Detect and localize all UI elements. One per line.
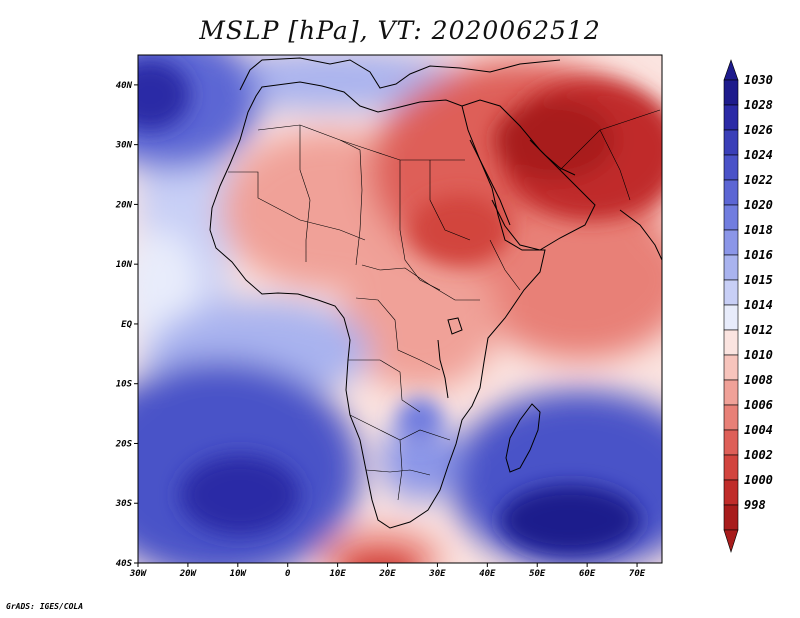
- colorbar-label: 1020: [744, 198, 773, 212]
- axis-ticks: [134, 84, 638, 567]
- colorbar-label: 1012: [744, 323, 773, 337]
- colorbar-label: 1030: [744, 73, 773, 87]
- colorbar-label: 1006: [744, 398, 773, 412]
- lon-label: 20E: [378, 569, 396, 579]
- colorbar-swatch: [723, 229, 739, 256]
- grads-credit: GrADS: IGES/COLA: [6, 602, 84, 611]
- colorbar-swatch: [723, 379, 739, 406]
- colorbar-swatch: [723, 254, 739, 281]
- lat-label: 30S: [115, 499, 133, 509]
- lon-label: 10E: [329, 569, 346, 579]
- colorbar-label: 1022: [744, 173, 773, 187]
- colorbar-swatch: [723, 454, 739, 481]
- colorbar-label: 1018: [744, 223, 773, 237]
- lon-label: 0: [285, 569, 291, 579]
- colorbar-swatch: [723, 429, 739, 456]
- arabia-coastline: [461, 99, 596, 251]
- colorbar-swatch: [723, 104, 739, 131]
- colorbar-swatch: [723, 179, 739, 206]
- colorbar-swatch: [723, 129, 739, 156]
- colorbar-labels: 1030 1028 1026 1024 1022 1020 1018 1016 1015 1014…: [744, 73, 773, 512]
- colorbar-label: 1026: [744, 123, 773, 137]
- lat-label: 10N: [116, 260, 133, 270]
- map-title: MSLP [hPa], VT: 2020062512: [199, 16, 601, 45]
- lon-label: 30W: [129, 569, 148, 579]
- africa-coastline: [209, 81, 546, 529]
- colorbar-swatch: [723, 504, 739, 531]
- country-borders: [228, 109, 661, 501]
- colorbar-swatch: [723, 354, 739, 381]
- lon-label: 20W: [179, 569, 198, 579]
- colorbar-label: 1010: [744, 348, 773, 362]
- persian-gulf: [529, 139, 576, 176]
- lat-label: 20N: [115, 200, 133, 210]
- colorbar-label: 1000: [744, 473, 773, 487]
- latitude-labels: 40N 30N 20N 10N EQ 10S 20S 30S 40S: [115, 81, 133, 569]
- colorbar-swatch: [723, 304, 739, 331]
- colorbar-bottom-arrow: [723, 529, 739, 553]
- colorbar-swatch: [723, 479, 739, 506]
- lon-label: 10W: [230, 569, 248, 579]
- colorbar-label: 1014: [744, 298, 773, 312]
- colorbar-label: 1028: [744, 98, 773, 112]
- colorbar-swatch: [723, 79, 739, 106]
- colorbar-swatch: [723, 154, 739, 181]
- colorbar-label: 1004: [744, 423, 773, 437]
- lat-label: 40S: [116, 559, 133, 569]
- lon-label: 70E: [629, 569, 646, 579]
- lon-label: 30E: [428, 569, 446, 579]
- colorbar-label: 998: [744, 498, 766, 512]
- pressure-field: [138, 55, 662, 563]
- longitude-labels: 30W 20W 10W 0 10E 20E 30E 40E 50E 60E 70E: [129, 569, 646, 579]
- plot-frame: [137, 54, 663, 564]
- red-sea: [469, 139, 511, 226]
- lon-label: 60E: [579, 569, 596, 579]
- colorbar-label: 1016: [744, 248, 773, 262]
- great-rift-lakes: [437, 339, 449, 399]
- colorbar-label: 1002: [744, 448, 773, 462]
- india-coastline: [619, 209, 662, 261]
- madagascar-coastline: [505, 403, 541, 473]
- colorbar-swatch: [723, 204, 739, 231]
- lat-label: 40N: [116, 81, 133, 91]
- lake-victoria: [447, 317, 463, 335]
- lat-label: EQ: [121, 320, 132, 330]
- europe-coastline: [239, 57, 561, 91]
- colorbar: [723, 59, 739, 553]
- lat-label: 30N: [115, 141, 133, 151]
- colorbar-label: 1015: [744, 273, 773, 287]
- lat-label: 10S: [116, 380, 133, 390]
- colorbar-top-arrow: [723, 59, 739, 81]
- coastlines: [209, 57, 662, 529]
- lon-label: 40E: [479, 569, 496, 579]
- colorbar-swatch: [723, 329, 739, 356]
- lat-label: 20S: [115, 439, 133, 449]
- colorbar-label: 1024: [744, 148, 773, 162]
- colorbar-swatch: [723, 404, 739, 431]
- colorbar-swatch: [723, 279, 739, 306]
- colorbar-label: 1008: [744, 373, 773, 387]
- lon-label: 50E: [529, 569, 546, 579]
